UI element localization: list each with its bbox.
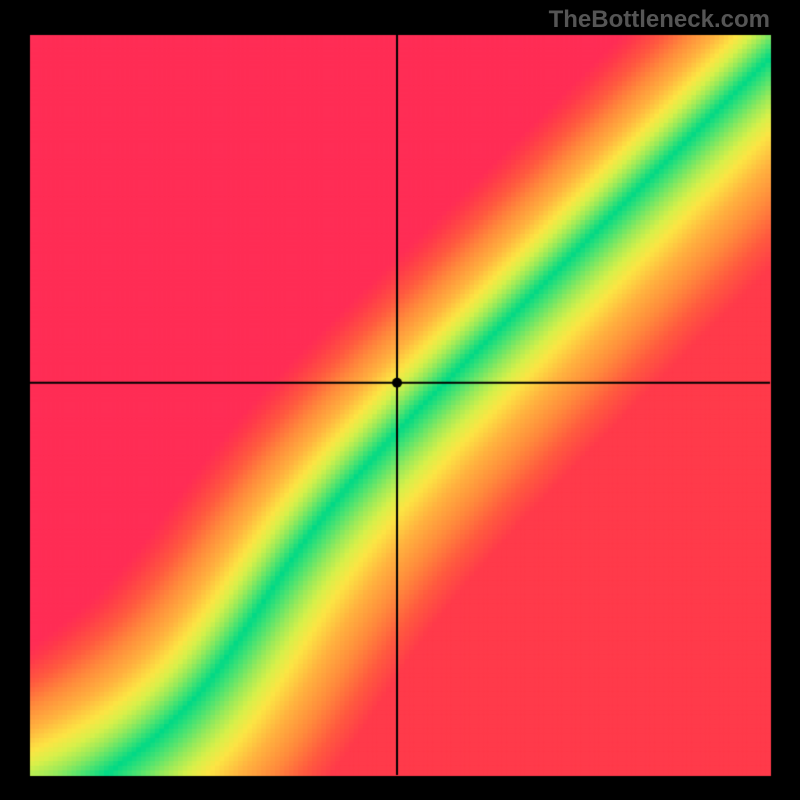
bottleneck-heatmap — [0, 0, 800, 800]
attribution-watermark: TheBottleneck.com — [549, 6, 770, 34]
chart-container: TheBottleneck.com — [0, 0, 800, 800]
